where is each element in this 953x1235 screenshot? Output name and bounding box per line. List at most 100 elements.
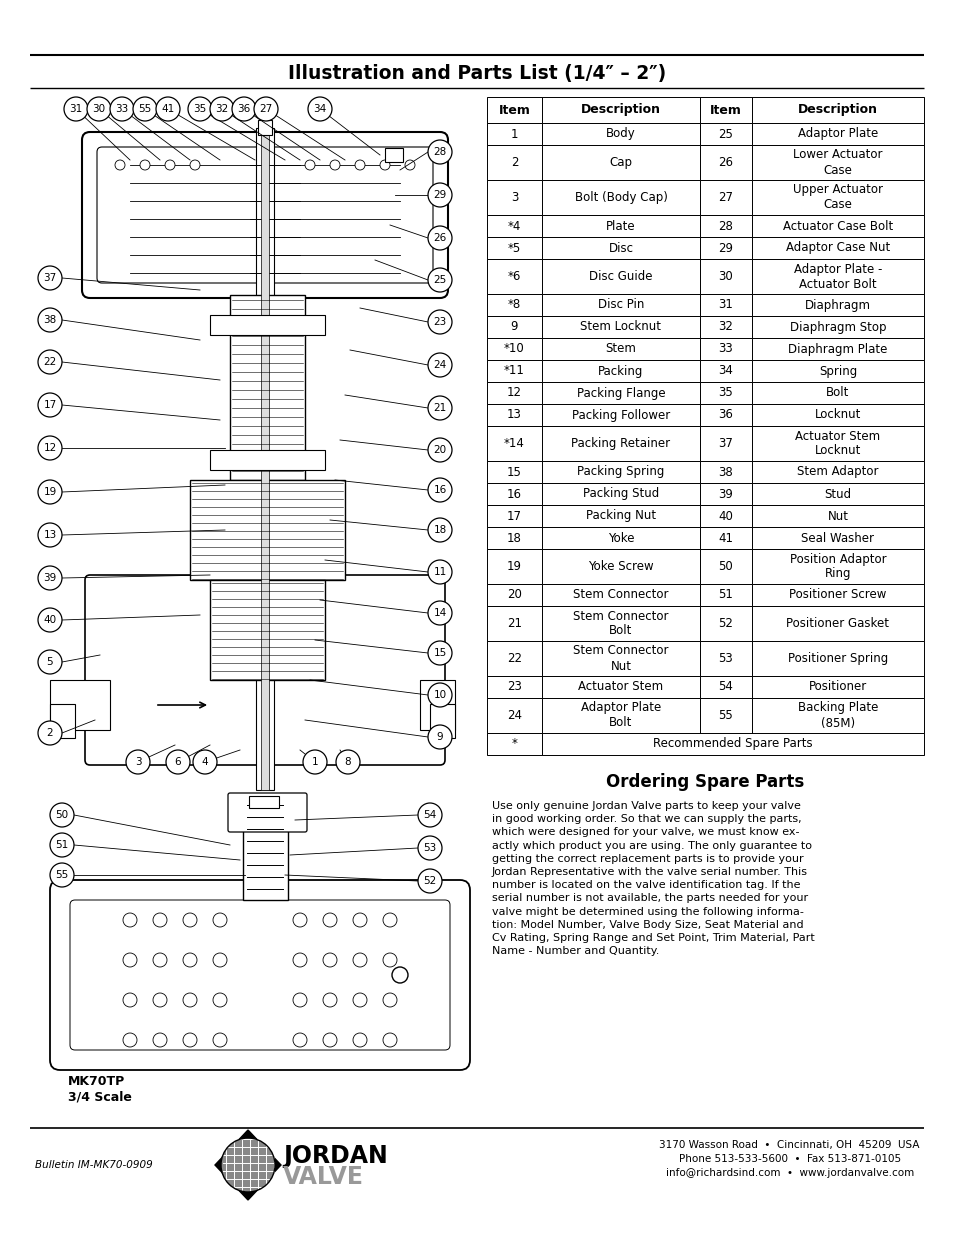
FancyBboxPatch shape	[85, 576, 444, 764]
Bar	[486, 180, 541, 215]
Bar	[700, 98, 751, 124]
Circle shape	[293, 953, 307, 967]
Circle shape	[417, 836, 441, 860]
FancyBboxPatch shape	[50, 881, 470, 1070]
Text: 27: 27	[718, 191, 733, 204]
Text: Disc Pin: Disc Pin	[598, 299, 643, 311]
Bar	[751, 294, 923, 316]
Bar	[541, 316, 700, 338]
Text: Stud: Stud	[823, 488, 851, 500]
Circle shape	[210, 98, 233, 121]
Circle shape	[382, 1032, 396, 1047]
Text: 25: 25	[433, 275, 446, 285]
FancyBboxPatch shape	[97, 147, 433, 283]
Text: Positioner: Positioner	[808, 680, 866, 694]
Circle shape	[428, 183, 452, 207]
Text: 16: 16	[433, 485, 446, 495]
Text: *4: *4	[507, 220, 520, 232]
Bar	[751, 259, 923, 294]
Bar	[210, 450, 325, 471]
Text: 18: 18	[507, 531, 521, 545]
Text: Item: Item	[498, 104, 530, 116]
Circle shape	[353, 1032, 367, 1047]
Circle shape	[165, 161, 174, 170]
Circle shape	[64, 98, 88, 121]
Bar	[541, 359, 700, 382]
Circle shape	[428, 601, 452, 625]
Circle shape	[355, 161, 365, 170]
Bar	[541, 698, 700, 734]
Text: Disc Guide: Disc Guide	[589, 270, 652, 283]
Text: Adaptor Case Nut: Adaptor Case Nut	[785, 242, 889, 254]
Circle shape	[382, 913, 396, 927]
Bar	[751, 641, 923, 676]
Circle shape	[428, 725, 452, 748]
Text: 50: 50	[55, 810, 69, 820]
Circle shape	[253, 98, 277, 121]
Bar	[751, 338, 923, 359]
Bar	[700, 461, 751, 483]
Text: 52: 52	[718, 618, 733, 630]
Text: Body: Body	[605, 127, 636, 141]
Text: Stem: Stem	[605, 342, 636, 356]
Circle shape	[38, 566, 62, 590]
Text: 50: 50	[718, 559, 733, 573]
Text: 28: 28	[718, 220, 733, 232]
Text: Bolt: Bolt	[825, 387, 849, 399]
Bar	[541, 237, 700, 259]
Text: 15: 15	[507, 466, 521, 478]
Circle shape	[132, 98, 157, 121]
Circle shape	[123, 953, 137, 967]
Text: 31: 31	[70, 104, 83, 114]
Bar	[541, 584, 700, 606]
Bar	[249, 797, 278, 808]
Text: 17: 17	[506, 510, 521, 522]
Bar	[541, 215, 700, 237]
Bar	[751, 527, 923, 550]
Bar	[751, 316, 923, 338]
Circle shape	[38, 350, 62, 374]
Circle shape	[115, 161, 125, 170]
Text: JORDAN: JORDAN	[283, 1144, 387, 1168]
Bar	[751, 382, 923, 404]
Bar	[700, 215, 751, 237]
Text: 53: 53	[718, 652, 733, 664]
Text: 23: 23	[433, 317, 446, 327]
Bar	[751, 505, 923, 527]
Text: Yoke Screw: Yoke Screw	[588, 559, 653, 573]
Bar	[261, 128, 269, 790]
Text: 9: 9	[436, 732, 443, 742]
Text: Positioner Screw: Positioner Screw	[788, 589, 885, 601]
Text: Stem Locknut: Stem Locknut	[579, 321, 660, 333]
Bar	[541, 734, 923, 755]
Bar	[700, 641, 751, 676]
Circle shape	[123, 993, 137, 1007]
Circle shape	[293, 993, 307, 1007]
Bar	[541, 606, 700, 641]
Text: 14: 14	[433, 608, 446, 618]
Text: *8: *8	[507, 299, 520, 311]
Text: Yoke: Yoke	[607, 531, 634, 545]
Circle shape	[140, 161, 150, 170]
Bar	[700, 180, 751, 215]
Circle shape	[152, 993, 167, 1007]
Bar	[486, 676, 541, 698]
Circle shape	[330, 161, 339, 170]
Bar	[486, 259, 541, 294]
Text: 20: 20	[507, 589, 521, 601]
Circle shape	[123, 913, 137, 927]
Circle shape	[123, 1032, 137, 1047]
Text: Position Adaptor
Ring: Position Adaptor Ring	[789, 552, 885, 580]
Circle shape	[38, 480, 62, 504]
Text: 29: 29	[433, 190, 446, 200]
Text: Packing Spring: Packing Spring	[577, 466, 664, 478]
Text: 36: 36	[718, 409, 733, 421]
Text: 37: 37	[718, 437, 733, 450]
Text: 3: 3	[510, 191, 517, 204]
Circle shape	[428, 478, 452, 501]
Circle shape	[50, 803, 74, 827]
Circle shape	[152, 913, 167, 927]
Bar	[700, 676, 751, 698]
Bar	[700, 404, 751, 426]
Text: 51: 51	[55, 840, 69, 850]
